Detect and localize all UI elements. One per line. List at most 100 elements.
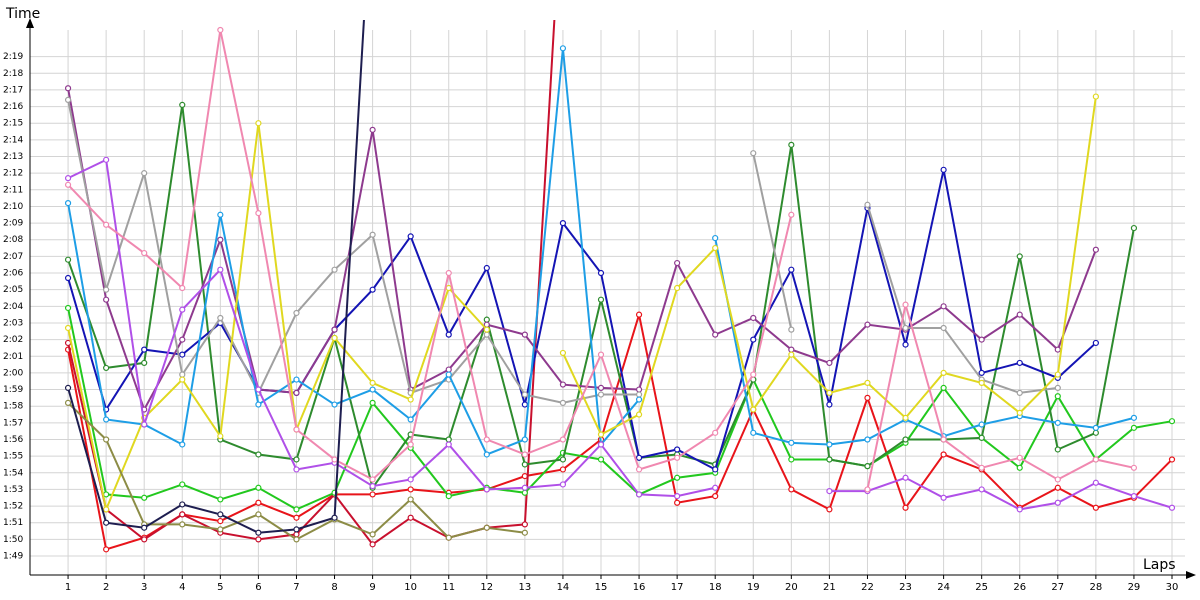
data-point: [407, 441, 414, 448]
x-tick-label: 20: [785, 582, 798, 593]
x-tick-label: 8: [331, 582, 337, 593]
data-point: [1130, 414, 1138, 421]
data-point: [1130, 492, 1138, 500]
series-line: [67, 314, 1173, 551]
data-point: [179, 336, 186, 343]
y-tick-label: 1:53: [3, 485, 23, 495]
data-point: [902, 504, 909, 511]
y-tick-label: 2:15: [3, 119, 23, 129]
series-line: [67, 48, 1135, 456]
data-point: [902, 324, 909, 332]
data-point: [407, 486, 414, 493]
x-tick-label: 12: [480, 582, 493, 593]
data-point: [293, 514, 300, 521]
data-point: [255, 120, 262, 127]
data-point: [788, 266, 795, 273]
y-tick-label: 2:12: [3, 169, 23, 179]
data-point: [1168, 504, 1176, 511]
y-tick-label: 1:50: [3, 535, 23, 545]
data-point: [179, 521, 186, 528]
y-tick-label: 1:57: [3, 418, 23, 428]
data-point: [483, 264, 490, 272]
data-point: [1016, 253, 1023, 260]
data-point: [674, 446, 681, 453]
data-point: [750, 371, 757, 378]
data-point: [978, 369, 985, 377]
y-axis-label: Time: [5, 6, 40, 22]
y-axis-arrow: [26, 18, 34, 28]
y-tick-label: 2:01: [3, 352, 23, 362]
data-point: [1092, 93, 1099, 100]
data-point: [902, 301, 909, 308]
data-point: [445, 284, 452, 292]
data-point: [217, 236, 224, 243]
data-point: [788, 351, 795, 358]
data-point: [179, 101, 186, 108]
data-point: [293, 309, 300, 317]
data-point: [1016, 389, 1023, 396]
data-point: [712, 234, 719, 242]
data-point: [331, 456, 338, 463]
data-point: [940, 494, 947, 501]
data-point: [64, 324, 72, 332]
data-point: [103, 436, 110, 443]
x-tick-label: 22: [861, 582, 874, 593]
y-tick-label: 2:00: [3, 368, 23, 378]
data-point: [1092, 479, 1099, 486]
y-tick-label: 2:16: [3, 102, 23, 112]
x-tick-label: 6: [255, 582, 261, 593]
data-point: [1092, 429, 1099, 436]
data-point: [597, 269, 605, 277]
data-point: [978, 434, 985, 441]
data-point: [978, 421, 985, 428]
data-point: [179, 511, 186, 518]
y-tick-label: 2:18: [3, 69, 23, 79]
x-tick-label: 18: [709, 582, 722, 593]
data-point: [255, 511, 262, 518]
data-point: [64, 399, 72, 406]
data-point: [369, 476, 376, 483]
y-tick-label: 2:09: [3, 219, 23, 229]
data-point: [635, 411, 643, 418]
y-tick-label: 1:59: [3, 385, 23, 395]
data-point: [978, 379, 985, 386]
data-point: [940, 324, 947, 332]
data-point: [826, 488, 833, 495]
data-point: [750, 429, 757, 436]
data-point: [217, 511, 224, 518]
data-point: [978, 464, 985, 471]
data-point: [559, 349, 567, 357]
data-point: [521, 436, 528, 443]
x-axis-arrow: [1186, 571, 1196, 579]
data-point: [674, 499, 681, 506]
data-point: [635, 454, 643, 461]
data-point: [864, 201, 871, 208]
data-point: [445, 436, 452, 443]
x-tick-label: 23: [899, 582, 912, 593]
data-point: [103, 286, 110, 293]
data-point: [635, 391, 643, 398]
data-point: [521, 529, 528, 536]
data-point: [521, 451, 528, 458]
data-point: [559, 399, 567, 406]
data-point: [255, 401, 262, 408]
data-point: [179, 501, 186, 508]
data-point: [369, 126, 376, 133]
data-point: [826, 456, 833, 463]
x-tick-label: 10: [404, 582, 417, 593]
data-point: [255, 536, 262, 543]
data-point: [521, 489, 528, 496]
data-point: [64, 274, 72, 282]
data-point: [141, 346, 148, 353]
data-point: [103, 506, 110, 513]
data-point: [940, 369, 947, 377]
data-point: [179, 371, 186, 378]
data-point: [1168, 456, 1176, 463]
data-point: [217, 211, 224, 218]
series-line: [67, 307, 1173, 511]
data-point: [141, 524, 148, 531]
y-tick-label: 2:05: [3, 285, 23, 295]
series-line: [67, 158, 1173, 511]
y-tick-label: 2:04: [3, 302, 23, 312]
data-point: [559, 45, 567, 52]
